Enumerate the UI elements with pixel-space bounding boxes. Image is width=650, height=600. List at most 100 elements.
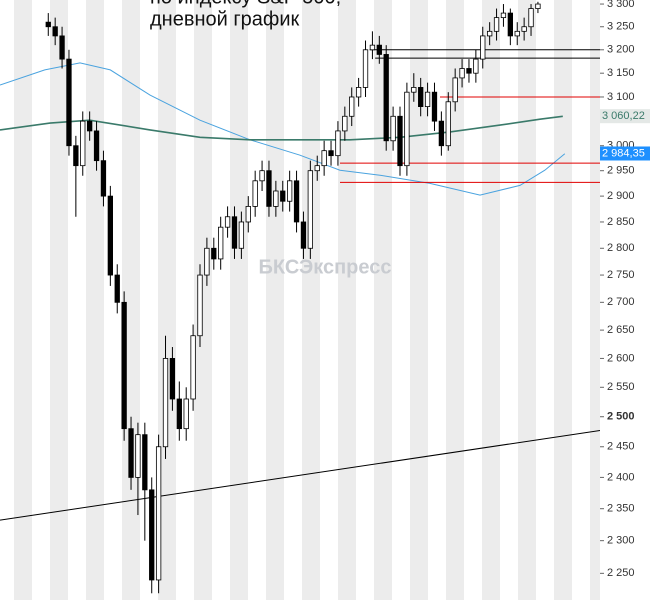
y-tick-label: 2 250 <box>607 567 635 579</box>
candle-body <box>376 44 382 55</box>
candle-body <box>107 195 113 276</box>
candle-body <box>114 274 120 303</box>
candle-body <box>190 335 196 400</box>
y-tick-label: 3 100 <box>607 91 635 103</box>
candle-body <box>397 115 403 167</box>
candle-body <box>80 120 86 167</box>
candle-body <box>135 434 141 478</box>
candle-body <box>52 26 58 37</box>
y-tick-label: 2 500 <box>607 411 635 423</box>
y-tick-label: 3 200 <box>607 44 635 56</box>
week-stripe <box>338 0 356 600</box>
candle-body <box>100 160 107 197</box>
candle-body <box>231 216 238 249</box>
candle-body <box>314 165 320 172</box>
candle-body <box>521 26 527 32</box>
candle-body <box>452 77 458 103</box>
week-stripe <box>266 0 284 600</box>
y-tick-label: 2 800 <box>607 242 635 254</box>
candle-body <box>218 226 224 260</box>
week-stripe <box>14 0 32 600</box>
candle-body <box>93 130 100 162</box>
candle-body <box>355 87 362 98</box>
chart-title: по индексу S&P 500, <box>150 0 341 8</box>
y-tick-label: 3 300 <box>607 0 635 10</box>
candle-body <box>59 35 65 60</box>
candle-body <box>224 216 231 228</box>
price-tag <box>600 109 650 124</box>
candle-body <box>155 446 162 581</box>
background <box>14 0 650 600</box>
plot-area <box>0 1 600 594</box>
week-stripe <box>446 0 464 600</box>
y-tick-label: 2 700 <box>607 296 635 308</box>
candle-body <box>362 49 369 88</box>
candle-body <box>293 180 300 223</box>
candle-body <box>142 434 148 491</box>
candle-body <box>252 180 258 207</box>
candle-body <box>307 170 313 249</box>
candle-body <box>404 91 410 167</box>
week-stripe <box>302 0 320 600</box>
week-stripe <box>158 0 176 600</box>
candle-body <box>66 58 72 147</box>
y-tick-label: 2 950 <box>607 165 635 177</box>
week-stripe <box>86 0 104 600</box>
week-stripe <box>518 0 536 600</box>
candle-body <box>535 3 541 9</box>
price-tag <box>600 146 650 161</box>
candle-body <box>128 428 134 478</box>
candle-body <box>335 130 341 157</box>
week-stripe <box>554 0 572 600</box>
candle-body <box>287 180 293 202</box>
price-tag-label: 3 060,22 <box>602 110 645 122</box>
candle-body <box>473 58 479 74</box>
candle-body <box>507 12 513 37</box>
y-tick-label: 3 250 <box>607 21 635 33</box>
week-stripe <box>230 0 248 600</box>
trend-line <box>0 429 600 521</box>
candle-body <box>528 8 534 28</box>
y-tick-label: 2 900 <box>607 190 635 202</box>
candle-body <box>459 68 465 79</box>
candle-body <box>176 398 182 430</box>
candle-body <box>514 30 520 37</box>
y-tick-label: 2 600 <box>607 352 635 364</box>
candle-body <box>238 221 245 249</box>
candle-body <box>493 17 500 32</box>
candle-body <box>245 205 251 223</box>
candle-body <box>259 170 265 182</box>
chart-title: дневной график <box>150 8 300 30</box>
candle-body <box>183 398 189 430</box>
candle-body <box>280 190 286 202</box>
candle-body <box>169 358 176 400</box>
y-tick-label: 3 150 <box>607 67 635 79</box>
candle-body <box>411 87 417 93</box>
candle-body <box>328 150 334 157</box>
candle-body <box>273 190 279 207</box>
week-stripe <box>50 0 68 600</box>
week-stripe <box>374 0 392 600</box>
candle-body <box>266 170 272 207</box>
y-tick-label: 2 400 <box>607 471 635 483</box>
week-stripe <box>482 0 500 600</box>
week-stripe <box>122 0 140 600</box>
y-tick-label: 2 300 <box>607 535 635 547</box>
candle-body <box>45 21 51 28</box>
candle-body <box>418 87 424 108</box>
price-tag-label: 2 984,35 <box>602 147 645 159</box>
candle-body <box>73 145 79 167</box>
candle-body <box>349 96 355 117</box>
candle-body <box>197 274 203 337</box>
candle-body <box>149 489 155 581</box>
candle-body <box>445 101 451 147</box>
y-tick-label: 2 750 <box>607 269 635 281</box>
candle-body <box>211 247 217 260</box>
y-tick-label: 2 650 <box>607 324 635 336</box>
candle-body <box>87 120 93 132</box>
candle-body <box>480 35 486 60</box>
candle-body <box>390 115 396 142</box>
candle-body <box>438 120 445 147</box>
